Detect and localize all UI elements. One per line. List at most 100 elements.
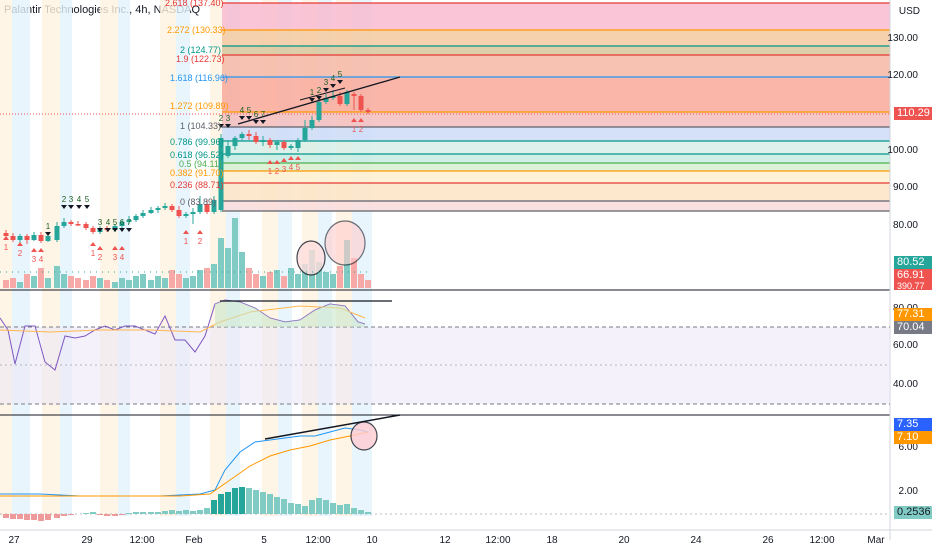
candle-body <box>10 236 16 240</box>
macd-histogram-bar <box>83 513 89 514</box>
candle-body <box>337 96 343 104</box>
td-sell-count: 4 <box>331 74 336 83</box>
td-sell-marker <box>225 124 231 128</box>
td-buy-marker <box>197 230 203 234</box>
candle-body <box>148 210 154 213</box>
volume-bar <box>112 282 118 288</box>
fib-label: 1.272 (109.89) <box>170 101 229 111</box>
fib-zone <box>222 3 890 30</box>
td-sell-marker <box>119 228 125 232</box>
macd-histogram-bar <box>140 512 146 514</box>
candle-body <box>239 134 245 138</box>
volume-bar <box>232 218 238 288</box>
td-buy-marker <box>3 236 9 240</box>
session-band <box>60 0 72 516</box>
candle-body <box>38 235 44 241</box>
fib-zone <box>222 55 890 77</box>
macd-histogram-bar <box>211 500 217 514</box>
volume-bar <box>260 276 266 288</box>
time-label: 29 <box>81 535 93 546</box>
candle-body <box>365 110 371 112</box>
fib-label: 1.618 (116.96) <box>170 73 228 83</box>
macd-histogram-bar <box>126 513 132 514</box>
signal-line <box>0 431 369 497</box>
time-label: Mar <box>867 535 885 546</box>
candle-body <box>295 140 301 148</box>
td-sell-count: 5 <box>338 70 343 79</box>
td-sell-count: 6 <box>254 110 259 119</box>
current-price-badge: 110.29 <box>894 107 932 120</box>
macd-histogram-bar <box>316 498 322 514</box>
td-sell-count: 5 <box>113 218 118 227</box>
td-sell-count: 1 <box>310 88 315 97</box>
td-sell-count: 7 <box>127 218 132 227</box>
fib-label: 1 (104.33) <box>180 121 222 131</box>
td-sell-count: 1 <box>46 222 51 231</box>
volume-bar <box>176 274 182 288</box>
td-sell-count: 4 <box>106 218 111 227</box>
td-sell-count: 2 <box>219 114 224 123</box>
macd-histogram-bar <box>190 511 196 514</box>
candle-body <box>24 236 30 240</box>
volume-bar <box>140 274 146 288</box>
macd-histogram-bar <box>3 514 9 518</box>
candle-body <box>232 138 238 146</box>
fib-zone <box>222 201 890 211</box>
macd-histogram-bar <box>197 510 203 514</box>
candle-body <box>45 236 51 241</box>
td-buy-marker <box>38 248 44 252</box>
td-sell-count: 5 <box>85 195 90 204</box>
trend-line <box>237 76 401 125</box>
td-buy-marker <box>351 118 357 122</box>
volume-bar <box>169 270 175 288</box>
currency-label[interactable]: USD <box>898 6 920 17</box>
fib-label: 0.5 (94.11) <box>179 159 222 169</box>
volume-bar <box>148 280 154 288</box>
candle-body <box>204 204 210 212</box>
td-buy-count: 2 <box>98 253 103 262</box>
fib-zone <box>222 171 890 183</box>
td-sell-marker <box>218 124 224 128</box>
volume-bar <box>323 272 329 288</box>
fib-label: 0.236 (88.71) <box>170 180 224 190</box>
td-sell-marker <box>126 228 132 232</box>
macd-histogram-bar <box>337 505 343 514</box>
candle-body <box>358 96 364 110</box>
volume-bar <box>358 274 364 288</box>
volume-bar <box>90 276 96 288</box>
td-sell-marker <box>260 120 266 124</box>
volume-bar <box>253 274 259 288</box>
td-buy-count: 1 <box>352 125 357 134</box>
macd-histogram-bar <box>10 514 16 519</box>
candle-body <box>133 216 139 220</box>
td-sell-marker <box>239 116 245 120</box>
fib-zone <box>222 154 890 163</box>
volume-bar <box>190 276 196 288</box>
price-tick: 120.00 <box>887 70 918 81</box>
td-buy-count: 4 <box>39 255 44 264</box>
td-sell-count: 4 <box>77 195 82 204</box>
td-sell-count: 3 <box>226 114 231 123</box>
volume-bar <box>3 280 9 288</box>
td-buy-marker <box>295 156 301 160</box>
fib-label: 2 (124.77) <box>180 45 222 55</box>
td-sell-marker <box>112 228 118 232</box>
macd-histogram-bar <box>183 510 189 514</box>
td-buy-count: 3 <box>113 253 118 262</box>
fib-zone <box>222 141 890 154</box>
macd-histogram-bar <box>225 492 231 514</box>
macd-histogram-bar <box>358 510 364 514</box>
volume-bar <box>225 248 231 288</box>
macd-histogram-bar <box>162 511 168 514</box>
volume-bar <box>104 280 110 288</box>
td-buy-marker <box>288 156 294 160</box>
session-band <box>42 0 60 516</box>
td-buy-count: 2 <box>359 125 364 134</box>
candle-body <box>119 222 125 226</box>
candle-body <box>54 226 60 240</box>
macd-histogram-bar <box>365 512 371 514</box>
td-sell-count: 3 <box>324 78 329 87</box>
candle-body <box>176 210 182 216</box>
volume-bar <box>351 258 357 288</box>
